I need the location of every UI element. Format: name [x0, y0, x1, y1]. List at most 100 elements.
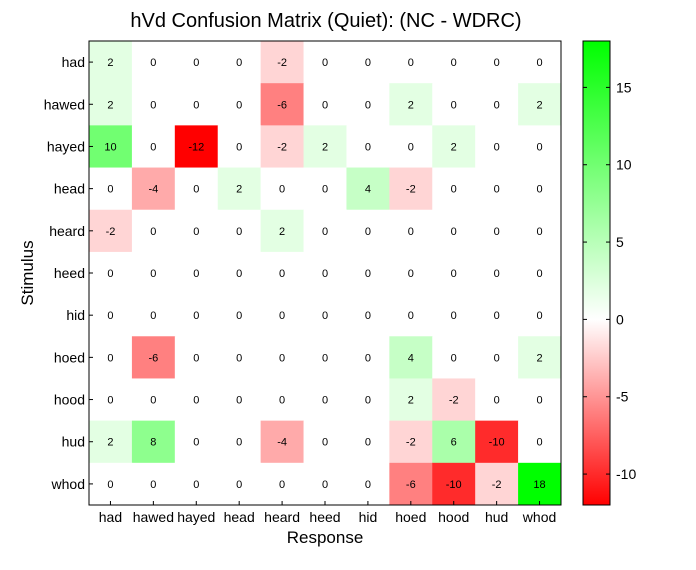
heatmap-cell-value: 0	[150, 310, 156, 322]
heatmap-cell	[346, 125, 390, 169]
heatmap-cell	[432, 336, 476, 379]
heatmap-cell	[389, 420, 433, 464]
heatmap-cell	[260, 294, 305, 337]
heatmap-cell-value: 18	[533, 479, 545, 491]
heatmap-cell	[174, 125, 219, 169]
heatmap-cell-value: 0	[279, 395, 285, 407]
heatmap-cell	[260, 83, 305, 126]
heatmap-cell-value: 0	[322, 226, 328, 238]
heatmap-cell	[89, 336, 133, 379]
heatmap-cell	[303, 378, 347, 422]
heatmap-cell-value: 0	[279, 184, 285, 196]
heatmap-cell-value: 0	[365, 99, 371, 111]
heatmap-cell	[217, 336, 262, 379]
heatmap-cell-value: 0	[193, 352, 199, 364]
heatmap-cell	[303, 41, 347, 84]
heatmap-cell	[346, 83, 390, 126]
heatmap-cell-value: 2	[408, 99, 414, 111]
heatmap-cell-value: 0	[451, 184, 457, 196]
heatmap-cell-value: 0	[408, 268, 414, 280]
heatmap-cell	[89, 167, 133, 211]
heatmap-cells	[89, 41, 562, 506]
heatmap-cell-value: 0	[193, 395, 199, 407]
heatmap-cell-value: 2	[536, 99, 542, 111]
heatmap-cell-value: 0	[494, 141, 500, 153]
heatmap-cell	[432, 294, 476, 337]
heatmap-cell-value: 0	[107, 268, 113, 280]
heatmap-cell-value: 0	[451, 226, 457, 238]
heatmap-cell-labels: 2 0 0 0 -2 0 0 0 0 0 0 2 0 0 0 -6 0 0 2 0 0 2 10 0 -12 0 -2 2 0 0 2 0 0 0…	[104, 57, 545, 491]
heatmap-cell-value: 0	[365, 268, 371, 280]
heatmap-cell-value: 0	[322, 184, 328, 196]
heatmap-cell	[174, 378, 219, 422]
heatmap-cell-value: 2	[408, 395, 414, 407]
heatmap-cell-value: 0	[322, 310, 328, 322]
colorbar-tick-label: 0	[616, 311, 624, 327]
heatmap-cell	[389, 41, 433, 84]
heatmap-cell-value: 0	[408, 141, 414, 153]
heatmap-cell-value: -10	[446, 479, 462, 491]
heatmap-cell-value: 0	[236, 268, 242, 280]
x-tick-label: head	[224, 509, 255, 525]
heatmap-cell	[174, 251, 219, 295]
heatmap-cell-value: 2	[451, 141, 457, 153]
heatmap-cell	[475, 251, 519, 295]
y-tick-label: hid	[66, 307, 85, 323]
heatmap-cell-value: -2	[449, 395, 459, 407]
heatmap-cell	[131, 83, 176, 126]
heatmap-cell-value: 0	[322, 395, 328, 407]
heatmap-cell	[475, 378, 519, 422]
heatmap-cell-value: 2	[322, 141, 328, 153]
heatmap-cell-value: 0	[494, 57, 500, 69]
heatmap-cell	[475, 336, 519, 379]
heatmap-cell-value: 0	[365, 395, 371, 407]
heatmap-cell-value: 0	[150, 268, 156, 280]
heatmap-cell	[518, 209, 562, 253]
heatmap-cell	[174, 336, 219, 379]
heatmap-cell	[389, 251, 433, 295]
heatmap-cell	[217, 83, 262, 126]
heatmap-cell	[432, 209, 476, 253]
heatmap-cell	[518, 83, 562, 126]
heatmap-cell-value: 0	[150, 141, 156, 153]
heatmap-cell	[260, 41, 305, 84]
heatmap-cell-value: 0	[408, 310, 414, 322]
heatmap-cell	[346, 251, 390, 295]
heatmap-cell	[217, 378, 262, 422]
heatmap-cell	[346, 336, 390, 379]
heatmap-cell	[217, 462, 262, 506]
heatmap-cell-value: 0	[536, 226, 542, 238]
x-tick-label: hayed	[177, 509, 215, 525]
heatmap-cell	[518, 251, 562, 295]
heatmap-cell	[260, 125, 305, 169]
heatmap-cell-value: 0	[536, 268, 542, 280]
heatmap-cell	[260, 378, 305, 422]
heatmap-cell-value: 4	[365, 184, 371, 196]
heatmap-cell	[432, 125, 476, 169]
colorbar-tick-label: -10	[616, 466, 636, 482]
y-tick-label: heed	[54, 265, 85, 281]
heatmap-cell-value: -2	[406, 437, 416, 449]
heatmap-cell-value: 2	[107, 437, 113, 449]
heatmap-cell-value: 0	[494, 226, 500, 238]
heatmap-cell	[303, 462, 347, 506]
heatmap-cell	[131, 167, 176, 211]
heatmap-cell	[217, 251, 262, 295]
heatmap-cell-value: 0	[536, 141, 542, 153]
x-tick-label: hoed	[395, 509, 426, 525]
heatmap-cell	[432, 420, 476, 464]
heatmap-cell	[518, 336, 562, 379]
heatmap-cell-value: 0	[451, 99, 457, 111]
heatmap-cell	[346, 209, 390, 253]
heatmap-cell	[303, 167, 347, 211]
heatmap-cell	[260, 167, 305, 211]
heatmap-cell	[174, 83, 219, 126]
heatmap-cell	[131, 420, 176, 464]
heatmap-cell-value: 0	[236, 99, 242, 111]
heatmap-cell	[260, 420, 305, 464]
heatmap-cell-value: 0	[193, 184, 199, 196]
x-tick-label: hid	[359, 509, 378, 525]
heatmap-cell-value: 0	[193, 437, 199, 449]
heatmap-cell	[89, 83, 133, 126]
heatmap-cell-value: 0	[365, 226, 371, 238]
